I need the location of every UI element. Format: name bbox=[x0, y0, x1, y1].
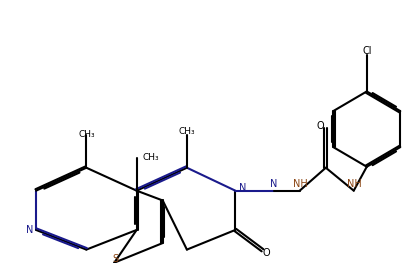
Text: Cl: Cl bbox=[362, 47, 372, 56]
Text: N: N bbox=[27, 225, 34, 235]
Text: NH: NH bbox=[347, 179, 362, 189]
Text: N: N bbox=[239, 183, 246, 193]
Text: O: O bbox=[316, 122, 324, 131]
Text: CH₃: CH₃ bbox=[78, 131, 95, 139]
Text: CH₃: CH₃ bbox=[143, 153, 159, 163]
Text: N: N bbox=[270, 179, 277, 189]
Text: NH: NH bbox=[293, 179, 308, 189]
Text: CH₃: CH₃ bbox=[178, 127, 195, 136]
Text: S: S bbox=[112, 254, 118, 264]
Text: O: O bbox=[263, 248, 270, 258]
